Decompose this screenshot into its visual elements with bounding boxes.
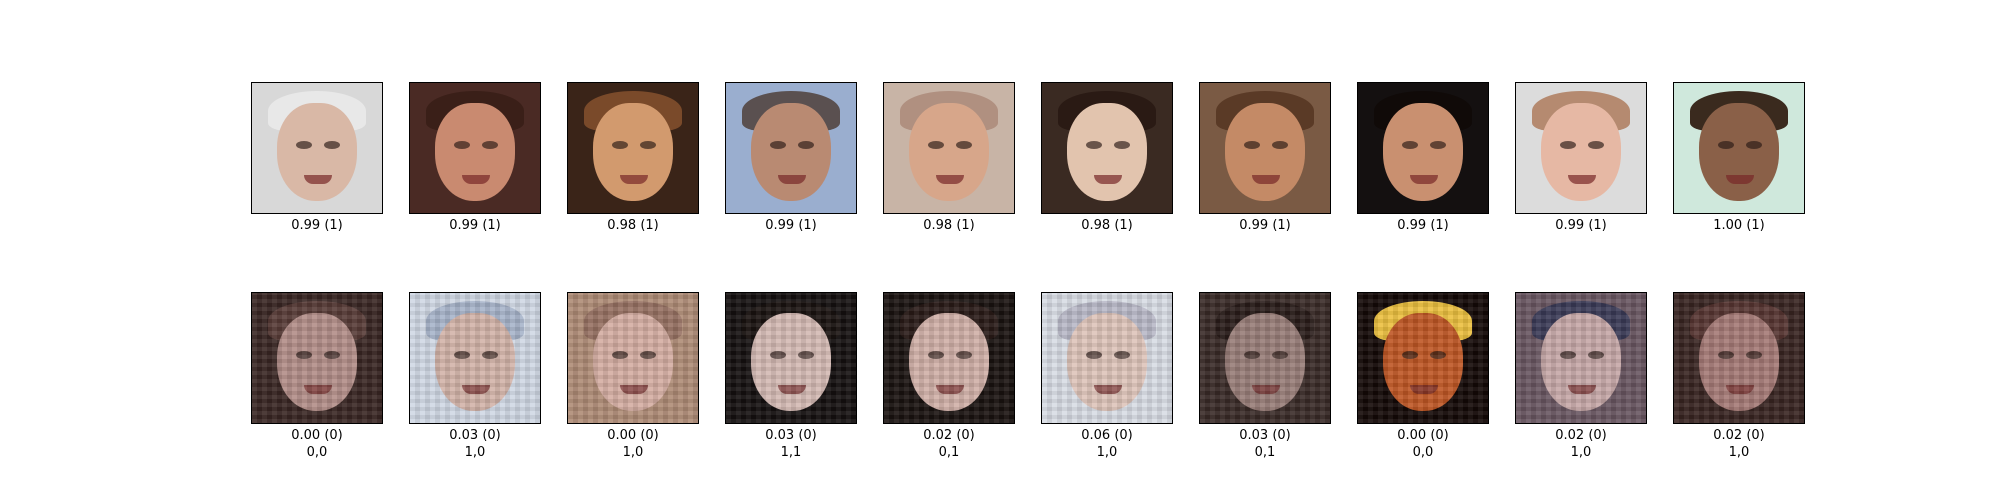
- generated-image-cell: 0.00 (0) 1,0: [567, 292, 699, 461]
- generated-face-image: [1041, 292, 1173, 424]
- prediction-label: 1,0: [464, 445, 486, 460]
- real-face-image: [1199, 82, 1331, 214]
- real-face-image: [1357, 82, 1489, 214]
- score-label: 0.00 (0): [607, 428, 659, 443]
- real-image-cell: 0.99 (1): [409, 82, 541, 234]
- score-label: 1.00 (1): [1713, 218, 1765, 233]
- real-image-cell: 0.99 (1): [251, 82, 383, 234]
- score-label: 0.02 (0): [923, 428, 975, 443]
- real-face-image: [725, 82, 857, 214]
- real-face-image: [1515, 82, 1647, 214]
- generated-face-image: [1357, 292, 1489, 424]
- real-image-cell: 0.99 (1): [725, 82, 857, 234]
- prediction-label: 1,1: [780, 445, 802, 460]
- score-label: 0.06 (0): [1081, 428, 1133, 443]
- prediction-label: 0,1: [938, 445, 960, 460]
- generated-image-cell: 0.00 (0) 0,0: [1357, 292, 1489, 461]
- generated-face-image: [883, 292, 1015, 424]
- real-face-image: [409, 82, 541, 214]
- score-label: 0.03 (0): [449, 428, 501, 443]
- score-label: 0.98 (1): [607, 218, 659, 233]
- prediction-label: 0,0: [1412, 445, 1434, 460]
- prediction-label: 1,0: [622, 445, 644, 460]
- prediction-label: 1,0: [1570, 445, 1592, 460]
- score-label: 0.02 (0): [1555, 428, 1607, 443]
- score-label: 0.03 (0): [1239, 428, 1291, 443]
- generated-face-image: [1515, 292, 1647, 424]
- score-label: 0.00 (0): [291, 428, 343, 443]
- real-image-cell: 1.00 (1): [1673, 82, 1805, 234]
- generated-face-image: [1673, 292, 1805, 424]
- generated-image-cell: 0.06 (0) 1,0: [1041, 292, 1173, 461]
- prediction-label: 1,0: [1096, 445, 1118, 460]
- real-face-image: [1041, 82, 1173, 214]
- real-face-image: [251, 82, 383, 214]
- real-image-cell: 0.98 (1): [1041, 82, 1173, 234]
- score-label: 0.99 (1): [291, 218, 343, 233]
- generated-image-cell: 0.02 (0) 1,0: [1515, 292, 1647, 461]
- real-face-image: [1673, 82, 1805, 214]
- score-label: 0.02 (0): [1713, 428, 1765, 443]
- real-face-image: [883, 82, 1015, 214]
- generated-face-image: [567, 292, 699, 424]
- score-label: 0.99 (1): [1397, 218, 1449, 233]
- generated-image-cell: 0.02 (0) 0,1: [883, 292, 1015, 461]
- real-image-cell: 0.99 (1): [1199, 82, 1331, 234]
- generated-face-image: [251, 292, 383, 424]
- generated-image-cell: 0.03 (0) 0,1: [1199, 292, 1331, 461]
- score-label: 0.99 (1): [1239, 218, 1291, 233]
- score-label: 0.99 (1): [449, 218, 501, 233]
- generated-face-image: [409, 292, 541, 424]
- real-image-cell: 0.98 (1): [883, 82, 1015, 234]
- prediction-label: 1,0: [1728, 445, 1750, 460]
- score-label: 0.00 (0): [1397, 428, 1449, 443]
- prediction-label: 0,0: [306, 445, 328, 460]
- real-face-image: [567, 82, 699, 214]
- prediction-label: 0,1: [1254, 445, 1276, 460]
- real-image-cell: 0.99 (1): [1357, 82, 1489, 234]
- generated-image-cell: 0.03 (0) 1,0: [409, 292, 541, 461]
- generated-image-cell: 0.00 (0) 0,0: [251, 292, 383, 461]
- score-label: 0.03 (0): [765, 428, 817, 443]
- score-label: 0.99 (1): [765, 218, 817, 233]
- score-label: 0.99 (1): [1555, 218, 1607, 233]
- generated-face-image: [1199, 292, 1331, 424]
- real-image-cell: 0.99 (1): [1515, 82, 1647, 234]
- generated-image-cell: 0.02 (0) 1,0: [1673, 292, 1805, 461]
- generated-face-image: [725, 292, 857, 424]
- real-image-cell: 0.98 (1): [567, 82, 699, 234]
- score-label: 0.98 (1): [923, 218, 975, 233]
- generated-image-cell: 0.03 (0) 1,1: [725, 292, 857, 461]
- score-label: 0.98 (1): [1081, 218, 1133, 233]
